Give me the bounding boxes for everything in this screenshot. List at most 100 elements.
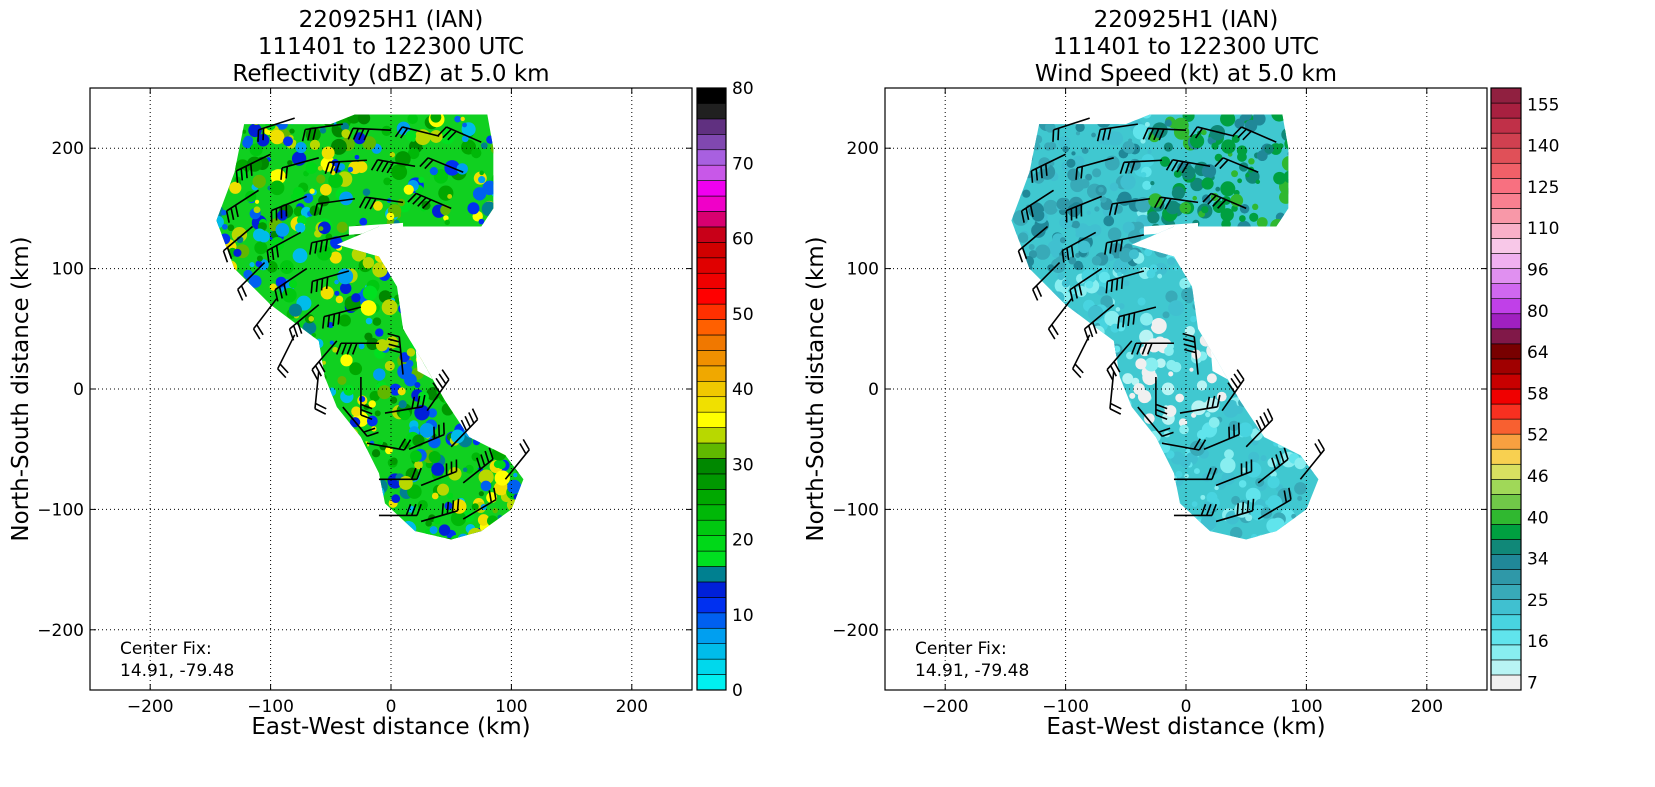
heatmap-cell bbox=[1164, 346, 1174, 356]
heatmap-cell bbox=[1139, 441, 1145, 447]
heatmap-cell bbox=[377, 439, 384, 446]
heatmap-cell bbox=[390, 396, 398, 404]
heatmap-cell bbox=[1175, 470, 1183, 478]
heatmap-cell bbox=[1178, 418, 1188, 427]
heatmap-cell bbox=[1011, 229, 1018, 237]
colorbar-segment bbox=[1490, 283, 1522, 299]
heatmap-cell bbox=[1192, 195, 1198, 201]
heatmap-cell bbox=[216, 296, 223, 305]
heatmap-cell bbox=[405, 130, 417, 142]
heatmap-cell bbox=[241, 362, 252, 372]
heatmap-cell bbox=[311, 332, 317, 338]
heatmap-cell bbox=[1031, 387, 1037, 393]
heatmap-cell bbox=[1033, 512, 1048, 528]
heatmap-cell bbox=[1213, 535, 1222, 540]
heatmap-cell bbox=[1159, 519, 1166, 526]
heatmap-cell bbox=[1018, 509, 1027, 518]
colorbar: 0 10 20 30 40 50 60 70 80 bbox=[696, 79, 754, 701]
heatmap-cell bbox=[407, 147, 420, 160]
colorbar-segment bbox=[1490, 268, 1522, 284]
heatmap-cell bbox=[429, 167, 438, 176]
heatmap-cell bbox=[330, 236, 343, 249]
heatmap-cell bbox=[1056, 366, 1065, 374]
heatmap-cell bbox=[1011, 236, 1013, 250]
heatmap-cell bbox=[362, 256, 375, 269]
heatmap-cell bbox=[1242, 342, 1250, 350]
heatmap-cell bbox=[1092, 475, 1107, 490]
heatmap-cell bbox=[418, 345, 429, 356]
heatmap-cell bbox=[237, 310, 249, 321]
colorbar-segment bbox=[1490, 343, 1522, 360]
y-tick-label: −200 bbox=[832, 621, 879, 641]
colorbar-segment bbox=[1490, 569, 1522, 585]
heatmap-cell bbox=[271, 537, 277, 540]
heatmap-cell bbox=[1140, 171, 1147, 178]
heatmap-cell bbox=[418, 176, 425, 183]
colorbar-segment bbox=[1490, 178, 1522, 194]
heatmap-cell bbox=[347, 450, 357, 460]
y-tick-label: 200 bbox=[847, 139, 879, 159]
wind-barb bbox=[276, 334, 296, 379]
heatmap-cell bbox=[1299, 228, 1315, 244]
heatmap-cell bbox=[1075, 516, 1091, 532]
heatmap-cell bbox=[1245, 169, 1260, 184]
heatmap-cell bbox=[1011, 293, 1022, 308]
heatmap-cell bbox=[1025, 332, 1039, 347]
center-fix-annotation: 14.91, -79.48 bbox=[120, 661, 234, 681]
heatmap-cell bbox=[255, 260, 263, 268]
heatmap-cell bbox=[448, 239, 461, 252]
heatmap-cell bbox=[1219, 323, 1224, 328]
heatmap-cell bbox=[370, 536, 383, 540]
heatmap-cell bbox=[1307, 282, 1319, 295]
heatmap-cell bbox=[296, 541, 304, 549]
heatmap-cell bbox=[1066, 158, 1076, 168]
heatmap-cell bbox=[428, 451, 441, 464]
colorbar-segment bbox=[696, 180, 727, 197]
heatmap-cell bbox=[1117, 527, 1127, 537]
heatmap-cell bbox=[417, 391, 429, 403]
heatmap-cell bbox=[1123, 531, 1133, 540]
heatmap-cell bbox=[525, 431, 532, 438]
heatmap-cell bbox=[1137, 297, 1146, 306]
colorbar-segment bbox=[696, 442, 727, 459]
heatmap-cell bbox=[216, 463, 221, 477]
heatmap-cell bbox=[437, 245, 447, 256]
wind-barb bbox=[1232, 126, 1277, 143]
heatmap-cell bbox=[1274, 280, 1287, 293]
heatmap-cell bbox=[342, 514, 354, 526]
heatmap-cell bbox=[305, 162, 318, 175]
heatmap-cell bbox=[513, 493, 520, 501]
heatmap-cell bbox=[216, 414, 219, 425]
heatmap-cell bbox=[1171, 186, 1185, 200]
colorbar-segment bbox=[696, 566, 727, 583]
heatmap-cell bbox=[1264, 144, 1274, 154]
wind-barb bbox=[1142, 127, 1187, 141]
heatmap-cell bbox=[1011, 297, 1015, 313]
colorbar-segment bbox=[1490, 117, 1522, 134]
heatmap-cell bbox=[225, 294, 232, 301]
heatmap-cell bbox=[360, 529, 370, 539]
heatmap-cell bbox=[340, 354, 353, 367]
heatmap-cell bbox=[465, 309, 475, 318]
heatmap-cell bbox=[1011, 141, 1024, 153]
heatmap-cell bbox=[509, 353, 521, 365]
heatmap-cell bbox=[323, 465, 332, 474]
heatmap-cell bbox=[1036, 489, 1052, 505]
heatmap-cell bbox=[296, 360, 310, 374]
heatmap-cell bbox=[363, 288, 368, 294]
heatmap-cell bbox=[322, 515, 333, 525]
y-tick-label: 0 bbox=[73, 380, 84, 400]
heatmap-cell bbox=[1227, 270, 1239, 282]
heatmap-cell bbox=[1220, 181, 1236, 197]
heatmap-cell bbox=[283, 136, 293, 147]
heatmap-cell bbox=[313, 338, 324, 349]
heatmap-cell bbox=[1123, 432, 1135, 443]
heatmap-cell bbox=[297, 344, 305, 353]
heatmap-cell bbox=[227, 224, 235, 232]
heatmap-cell bbox=[1234, 332, 1243, 342]
heatmap-cell bbox=[1279, 328, 1294, 342]
heatmap-cell bbox=[327, 443, 333, 449]
heatmap-cell bbox=[1123, 115, 1131, 124]
heatmap-cell bbox=[1011, 415, 1020, 424]
heatmap-cell bbox=[320, 286, 334, 300]
